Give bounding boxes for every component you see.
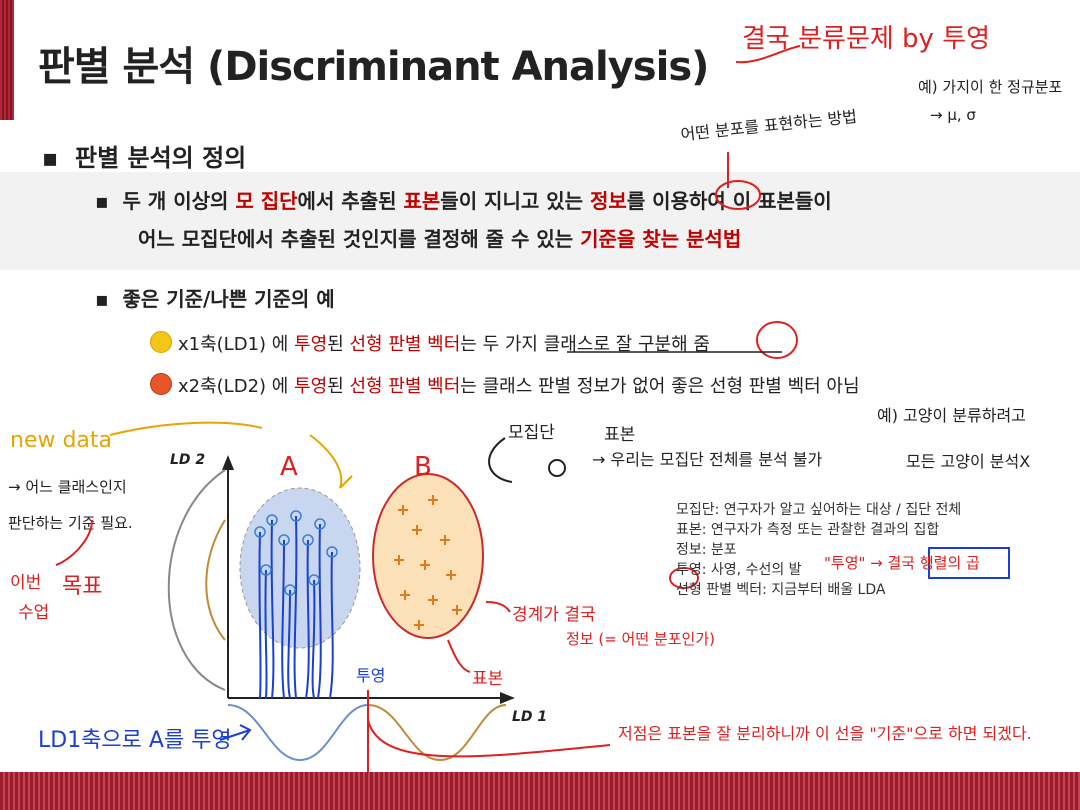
population-note: → 우리는 모집단 전체를 분석 불가 <box>592 450 823 469</box>
boundary-note-1: 경계가 결국 <box>512 605 596 625</box>
footer-bar <box>0 772 1080 810</box>
projection-note: 투영 <box>356 666 386 685</box>
top-right-note-2: → μ, σ <box>930 106 976 124</box>
new-data-note: new data <box>10 428 113 453</box>
bullet-definition-heading: ▪ 판별 분석의 정의 <box>42 144 247 172</box>
class-b-label: B <box>414 452 432 482</box>
bottom-note: 저점은 표본을 잘 분리하니까 이 선을 "기준"으로 하면 되겠다. <box>618 724 1032 743</box>
definitions-list: 모집단: 연구자가 알고 싶어하는 대상 / 집단 전체 표본: 연구자가 측정… <box>676 500 961 600</box>
definition-information: 정보: 분포 <box>676 542 737 558</box>
definition-sample: 표본: 연구자가 측정 또는 관찰한 결과의 집합 <box>676 522 940 538</box>
goal-note-1: 이번 <box>10 573 42 593</box>
angry-face-icon <box>150 373 172 395</box>
definition-population: 모집단: 연구자가 알고 싶어하는 대상 / 집단 전체 <box>676 502 962 518</box>
left-accent-bar <box>0 0 14 120</box>
class-a-label: A <box>280 452 298 482</box>
definition-projection: 투영: 사영, 수선의 발 <box>676 562 802 578</box>
title-handwritten-note: 결국 분류문제 by 투영 <box>742 24 991 54</box>
population-example-note-2: 모든 고양이 분석X <box>906 452 1031 471</box>
projection-quote-note: "투영" → 결국 행렬의 곱 <box>824 554 980 572</box>
page-title: 판별 분석 (Discriminant Analysis) <box>38 44 709 90</box>
population-label: 모집단 <box>508 423 555 443</box>
ld1-axis-label: LD 1 <box>512 709 548 725</box>
bad-example: x2축(LD2) 에 투영된 선형 판별 벡터는 클래스 판별 정보가 없어 좋… <box>150 372 860 398</box>
new-data-note-1: → 어느 클래스인지 <box>8 478 127 496</box>
bullet-examples-heading: ▪ 좋은 기준/나쁜 기준의 예 <box>95 287 335 311</box>
bullet-definition-label: 판별 분석의 정의 <box>74 144 247 172</box>
boundary-note-2: 정보 (= 어떤 분포인가) <box>566 630 715 648</box>
sample-label: 표본 <box>604 425 636 445</box>
definition-line-2: 어느 모집단에서 추출된 것인지를 결정해 줄 수 있는 기준을 찾는 분석법 <box>138 227 742 251</box>
good-example: x1축(LD1) 에 투영된 선형 판별 벡터는 두 가지 클래스로 잘 구분해… <box>150 330 710 356</box>
definition-linear-discriminant: 선형 판별 벡터: 지금부터 배울 LDA <box>676 582 886 598</box>
definition-text: ▪ 두 개 이상의 모 집단에서 추출된 표본들이 지니고 있는 정보를 이용하… <box>95 182 832 258</box>
population-example-note: 예) 고양이 분류하려고 <box>877 406 1026 425</box>
ld2-axis-label: LD 2 <box>170 452 206 468</box>
sample-note: 표본 <box>472 669 504 689</box>
goal-note-2: 수업 <box>18 603 50 623</box>
happy-face-icon <box>150 331 172 353</box>
ld1-projection-note: LD1축으로 A를 투영 <box>38 728 232 753</box>
goal-note-3: 목표 <box>62 574 103 599</box>
top-right-note: 예) 가지이 한 정규분포 <box>918 78 1063 96</box>
definition-line-1: ▪ 두 개 이상의 모 집단에서 추출된 표본들이 지니고 있는 정보를 이용하… <box>95 189 832 213</box>
definition-band <box>0 172 1080 270</box>
new-data-note-2: 판단하는 기준 필요. <box>8 514 133 532</box>
